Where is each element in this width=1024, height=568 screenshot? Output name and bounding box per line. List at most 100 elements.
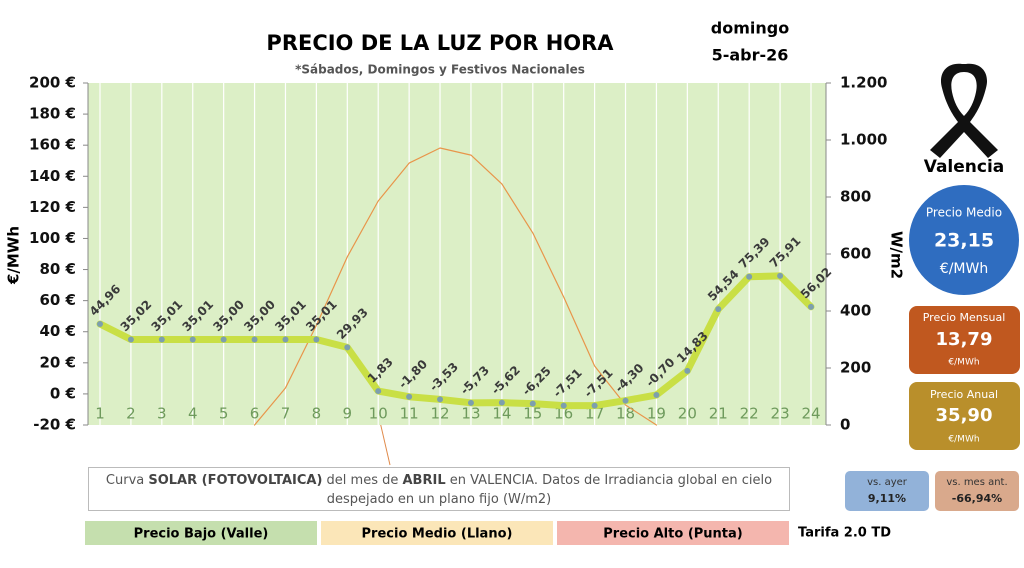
point [127,336,134,343]
point [498,399,505,406]
precio-medio-value: 23,15 [934,230,994,252]
y-tick-label: 60 € [39,291,76,309]
y2-tick-label: 400 [840,302,871,320]
y2-tick-label: 1.200 [840,74,887,92]
date: 5-abr-26 [712,46,789,65]
day: domingo [711,19,789,38]
y-tick-label: 160 € [29,136,76,154]
point [467,399,474,406]
x-tick-label: 7 [281,405,291,423]
y2-axis-label: W/m2 [888,231,906,279]
point [344,344,351,351]
chart-title: PRECIO DE LA LUZ POR HORA [266,31,614,55]
tarifa: Tarifa 2.0 TD [798,526,891,541]
y-axis-label: €/MWh [5,226,23,285]
point [529,400,536,407]
point [622,397,629,404]
x-tick-label: 21 [709,405,728,423]
precio-medio-label: Precio Medio [926,206,1002,220]
point [653,391,660,398]
y-tick-label: 0 € [50,384,76,402]
x-tick-label: 4 [188,405,198,423]
x-tick-label: 8 [312,405,322,423]
x-tick-label: 13 [461,405,480,423]
precio-anual-value: 35,90 [936,405,993,426]
x-tick-label: 20 [678,405,697,423]
legend-swatch [85,521,317,545]
x-tick-label: 22 [740,405,759,423]
vs-ayer-box [845,471,929,511]
y-tick-label: 40 € [39,322,76,340]
y-tick-label: 200 € [29,74,76,92]
plot-area [88,83,826,425]
x-tick-label: 3 [157,405,167,423]
point [282,336,289,343]
precio-medio-circle [909,185,1019,295]
vs-ayer-value: 9,11% [868,492,906,505]
x-tick-label: 10 [369,405,388,423]
x-tick-label: 14 [492,405,511,423]
point [560,402,567,409]
x-tick-label: 15 [523,405,542,423]
caption: Curva SOLAR (FOTOVOLTAICA) del mes de AB… [88,467,790,511]
precio-mensual-value: 13,79 [936,329,993,350]
caption-bold: SOLAR (FOTOVOLTAICA) [148,473,323,488]
y-tick-label: 120 € [29,198,76,216]
precio-mensual-unit: €/MWh [948,358,979,368]
point [313,336,320,343]
point [808,303,814,310]
point [158,336,165,343]
y2-tick-label: 800 [840,188,871,206]
caption-text: Curva [105,473,149,488]
y-tick-label: 140 € [29,167,76,185]
y2-tick-label: 200 [840,359,871,377]
precio-anual-unit: €/MWh [948,435,979,445]
x-tick-label: 18 [616,405,635,423]
legend-swatch [321,521,553,545]
point [97,321,103,328]
x-tick-label: 12 [430,405,449,423]
precio-mensual-label: Precio Mensual [923,311,1006,324]
legend-label: Precio Medio (Llano) [362,527,513,542]
caption-bold: ABRIL [402,473,446,488]
caption-text: del mes de [322,473,403,488]
vs-mes-box [935,471,1019,511]
legend-label: Precio Bajo (Valle) [134,527,269,542]
point [406,393,413,400]
x-tick-label: 2 [126,405,136,423]
point [189,336,196,343]
precio-medio-unit: €/MWh [940,261,988,277]
precio-anual-box [909,382,1020,450]
series-line [253,147,658,426]
point [437,396,444,403]
y-tick-label: -20 € [33,416,76,434]
precio-mensual-box [909,306,1020,374]
vs-mes-value: -66,94% [952,492,1002,505]
x-tick-label: 9 [343,405,353,423]
y2-tick-label: 0 [840,416,850,434]
x-tick-label: 19 [647,405,666,423]
x-tick-label: 11 [400,405,419,423]
legend-swatch [557,521,789,545]
point [777,272,784,279]
x-tick-label: 23 [771,405,790,423]
point [220,336,227,343]
precio-anual-label: Precio Anual [930,388,998,401]
ribbon-icon [930,63,998,158]
y-tick-label: 180 € [29,105,76,123]
x-tick-label: 1 [95,405,105,423]
chart-subtitle: *Sábados, Domingos y Festivos Nacionales [295,63,585,77]
x-tick-label: 24 [801,405,820,423]
point [251,336,258,343]
vs-ayer-label: vs. ayer [867,477,908,488]
y-tick-label: 80 € [39,260,76,278]
point [746,273,753,280]
legend-label: Precio Alto (Punta) [603,527,742,542]
y2-tick-label: 600 [840,245,871,263]
city: Valencia [924,157,1005,177]
caption-text: en VALENCIA. Datos de Irradiancia global… [326,473,773,507]
x-tick-label: 5 [219,405,229,423]
y-tick-label: 20 € [39,353,76,371]
